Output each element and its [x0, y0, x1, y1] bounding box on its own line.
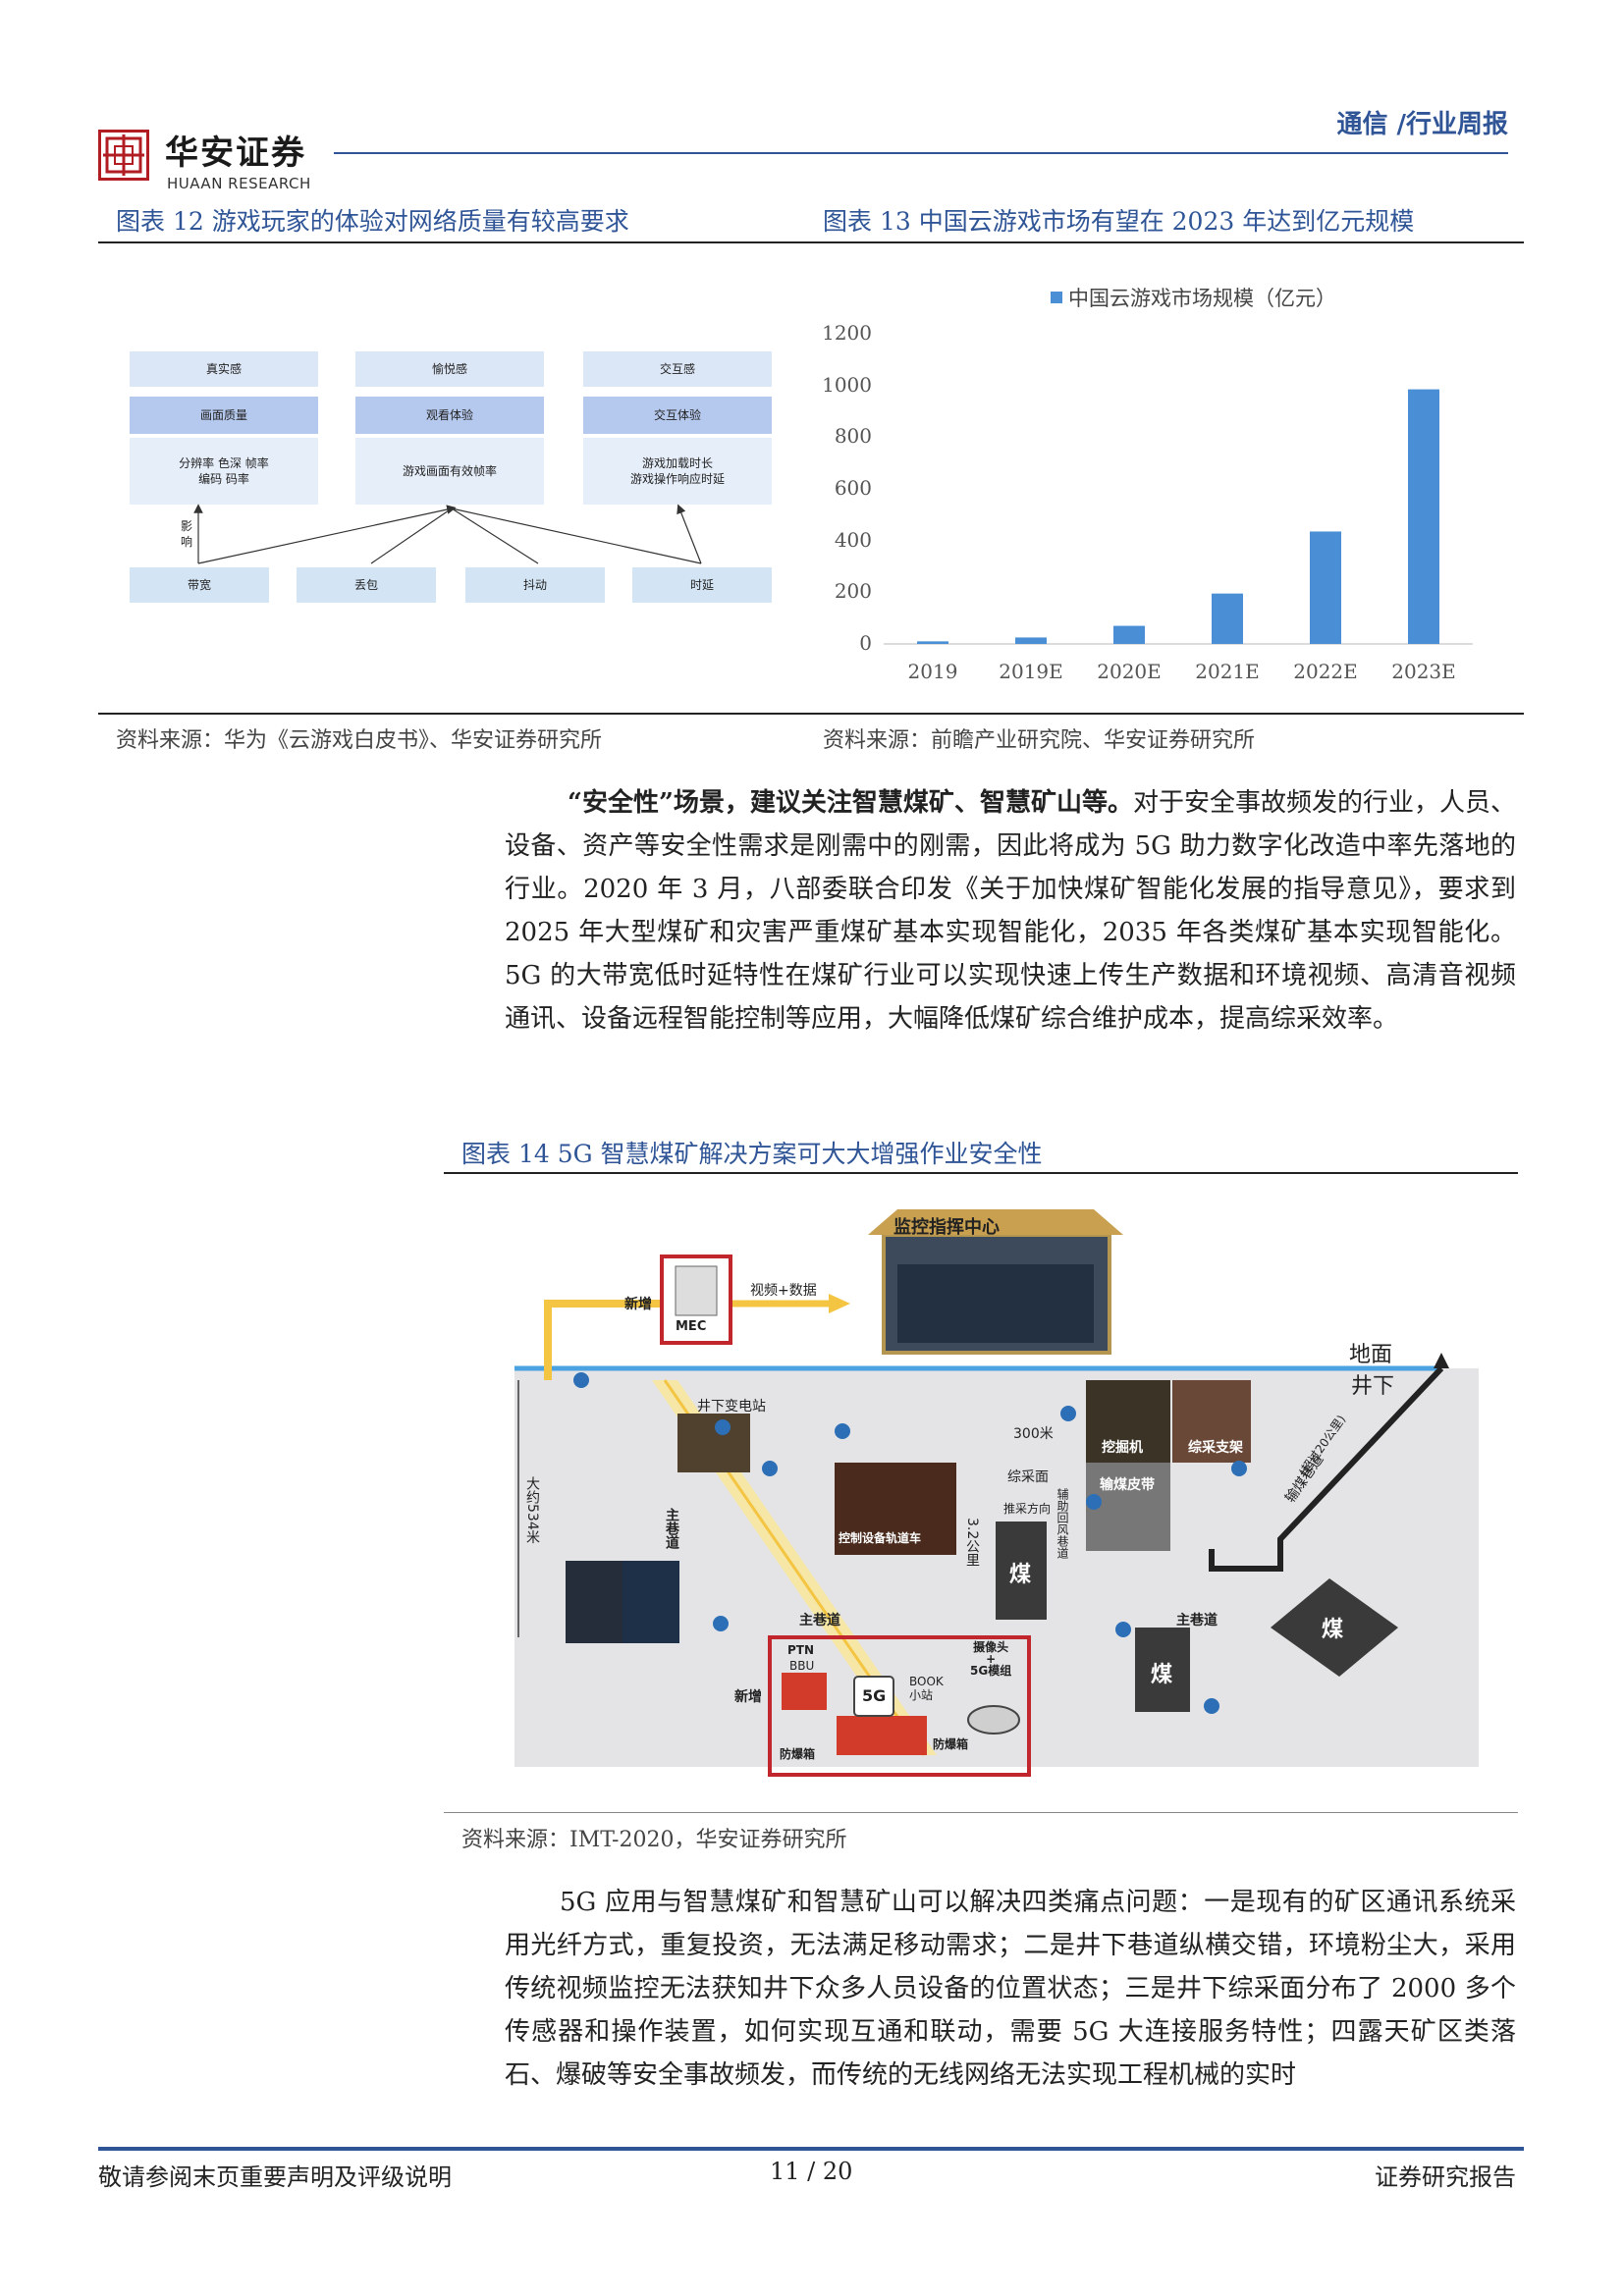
- chart-x-tick: 2019E: [999, 660, 1063, 683]
- paragraph-safety-text: 对于安全事故频发的行业，人员、设备、资产等安全性需求是刚需中的刚需，因此将成为 …: [505, 788, 1516, 1034]
- fig14-illustration: 新增 MEC 视频+数据 监控指挥中心 地面 井下 井下变电站 大约534米 主…: [505, 1205, 1481, 1781]
- chart-x-tick: 2021E: [1195, 660, 1260, 683]
- footer-divider: [98, 2147, 1524, 2151]
- paragraph-pain-points: 5G 应用与智慧煤矿和智慧矿山可以解决四类痛点问题：一是现有的矿区通讯系统采用光…: [505, 1888, 1516, 2090]
- diagram-detail-box-3: 游戏加载时长 游戏操作响应时延: [583, 438, 772, 505]
- chart-x-tick: 2022E: [1293, 660, 1358, 683]
- mine-label-bbu: BBU: [789, 1659, 815, 1673]
- mine-label-excavator: 挖掘机: [1102, 1440, 1143, 1456]
- mine-label-ptn: PTN: [787, 1643, 815, 1657]
- mine-label-video-data: 视频+数据: [750, 1283, 817, 1299]
- chart-bar-2019: [917, 641, 948, 644]
- company-name-cn: 华安证券: [165, 133, 306, 173]
- mine-label-conveyor: 输煤皮带: [1100, 1477, 1155, 1493]
- chart-plot: [884, 389, 1473, 645]
- mine-label-coal-3: 煤: [1322, 1618, 1344, 1642]
- chart-bar-2021E: [1212, 593, 1243, 644]
- fig14-title-rule: [444, 1172, 1518, 1174]
- fig12-source: 资料来源：华为《云游戏白皮书》、华安证券研究所: [116, 728, 603, 753]
- diagram-top-box-3: 交互感: [583, 351, 772, 387]
- chart-y-tick: 400: [834, 527, 872, 552]
- report-category: 通信 /行业周报: [1336, 110, 1508, 139]
- mine-label-substation: 井下变电站: [697, 1399, 766, 1415]
- chart-y-tick: 800: [834, 424, 872, 449]
- chart-y-tick: 1200: [822, 321, 872, 345]
- mine-label-5g: 5G: [862, 1686, 887, 1705]
- footer-disclaimer: 敬请参阅末页重要声明及评级说明: [98, 2163, 452, 2191]
- mine-label-control-car: 控制设备轨道车: [839, 1531, 922, 1545]
- fig13-title: 图表 13 中国云游戏市场有望在 2023 年达到亿元规模: [823, 207, 1415, 236]
- mine-label-ground: 地面: [1349, 1343, 1393, 1367]
- paragraph-safety: “安全性”场景，建议关注智慧煤矿、智慧矿山等。对于安全事故频发的行业，人员、设备…: [505, 781, 1516, 1041]
- company-logo: [98, 130, 149, 181]
- mine-label-new-bottom: 新增: [734, 1689, 762, 1705]
- chart-bar-2020E: [1113, 625, 1145, 644]
- chart-bar-2023E: [1408, 389, 1439, 644]
- mine-label-depth: 大约534米: [524, 1476, 540, 1544]
- footer-page-number: 11 / 20: [770, 2158, 853, 2185]
- diagram-bottom-box-jitter: 抖动: [465, 567, 605, 603]
- mine-label-new-top: 新增: [624, 1297, 652, 1312]
- chart-y-tick: 1000: [822, 372, 872, 397]
- chart-y-tick: 200: [834, 579, 872, 604]
- header-divider: [334, 152, 1508, 154]
- fig14-source: 资料来源：IMT-2020，华安证券研究所: [461, 1828, 847, 1852]
- mine-diagram: [514, 1209, 1479, 1777]
- diagram-mid-box-3: 交互体验: [583, 397, 772, 434]
- chart-legend: 中国云游戏市场规模（亿元）: [1051, 283, 1336, 312]
- chart-bar-2022E: [1310, 531, 1341, 644]
- fig14-source-rule: [444, 1812, 1518, 1813]
- mine-label-300m: 300米: [1013, 1426, 1054, 1442]
- diagram-arrows: [193, 504, 702, 564]
- chart-x-tick: 2019: [907, 660, 958, 683]
- paragraph-safety-lead: “安全性”场景，建议关注智慧煤矿、智慧矿山等。: [568, 788, 1133, 818]
- mine-label-coal-1: 煤: [1009, 1563, 1032, 1587]
- diagram-mid-box-2: 观看体验: [355, 397, 544, 434]
- legend-label: 中国云游戏市场规模（亿元）: [1068, 287, 1336, 310]
- mine-label-monitor-center: 监控指挥中心: [893, 1217, 1000, 1238]
- mine-label-coal-2: 煤: [1151, 1663, 1173, 1687]
- legend-swatch: [1051, 292, 1062, 303]
- mine-label-camera: 摄像头 + 5G模组: [970, 1640, 1012, 1678]
- fig-title-rule: [98, 241, 1524, 243]
- diagram-mid-box-1: 画面质量: [130, 397, 318, 434]
- diagram-detail-box-2: 游戏画面有效帧率: [355, 438, 544, 505]
- mine-label-support: 综采支架: [1188, 1440, 1243, 1456]
- mine-label-explosion-2: 防爆箱: [933, 1737, 969, 1751]
- chart-y-tick: 0: [859, 631, 872, 655]
- company-name-en: HUAAN RESEARCH: [167, 175, 311, 192]
- mine-label-mec: MEC: [676, 1319, 707, 1334]
- chart-bar-2019E: [1015, 637, 1047, 644]
- mine-label-mining-face: 综采面: [1007, 1469, 1049, 1485]
- fig12-title: 图表 12 游戏玩家的体验对网络质量有较高要求: [116, 207, 629, 236]
- diagram-bottom-box-latency: 时延: [632, 567, 772, 603]
- fig-row-bottom-rule: [98, 713, 1524, 715]
- chart-x-tick: 2023E: [1391, 660, 1456, 683]
- mine-label-main-road-2: 主巷道: [799, 1613, 840, 1629]
- mine-label-underground: 井下: [1351, 1374, 1395, 1399]
- diagram-bottom-box-bandwidth: 带宽: [130, 567, 269, 603]
- chart-y-tick: 600: [834, 476, 872, 500]
- fig13-source: 资料来源：前瞻产业研究院、华安证券研究所: [823, 728, 1256, 753]
- diagram-bottom-box-packetloss: 丢包: [297, 567, 436, 603]
- diagram-detail-box-1: 分辨率 色深 帧率 编码 码率: [130, 438, 318, 505]
- diagram-top-box-2: 愉悦感: [355, 351, 544, 387]
- diagram-influence-label: 影 响: [181, 519, 193, 549]
- fig14-title: 图表 14 5G 智慧煤矿解决方案可大大增强作业安全性: [461, 1140, 1043, 1168]
- diagram-top-box-1: 真实感: [130, 351, 318, 387]
- chart-x-tick: 2020E: [1097, 660, 1162, 683]
- mine-label-return-air: 辅助回风巷道: [1056, 1488, 1069, 1559]
- mine-label-book: BOOK 小站: [909, 1675, 944, 1702]
- mine-label-main-road-1: 主巷道: [664, 1508, 679, 1549]
- mine-label-main-road-3: 主巷道: [1176, 1613, 1218, 1629]
- mine-label-direction: 推采方向: [1003, 1502, 1052, 1516]
- mine-label-explosion-1: 防爆箱: [780, 1747, 816, 1761]
- mine-label-32km: 3.2公里: [964, 1518, 980, 1568]
- footer-report-type: 证券研究报告: [1375, 2163, 1516, 2191]
